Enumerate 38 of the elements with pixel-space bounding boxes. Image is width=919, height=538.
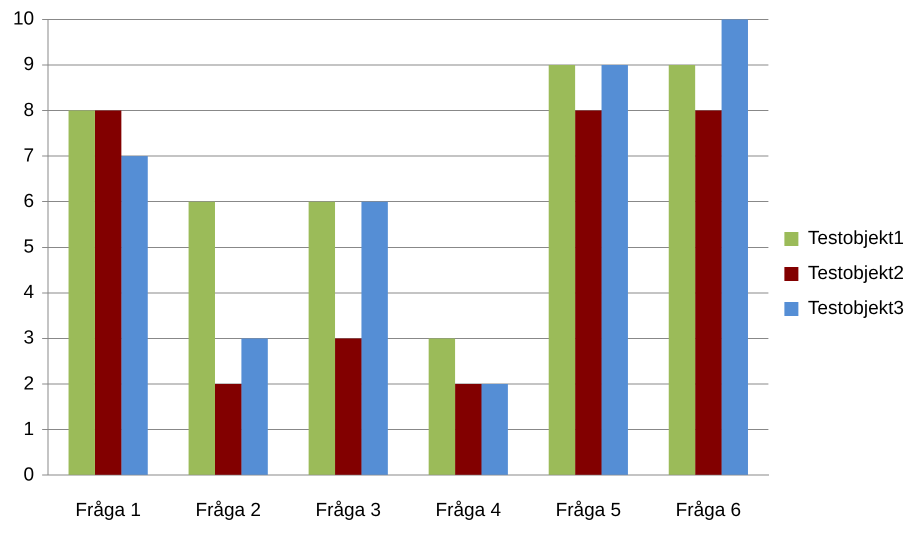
bar xyxy=(121,156,148,475)
bar xyxy=(481,384,508,475)
bar xyxy=(241,338,268,475)
y-tick-label: 2 xyxy=(24,373,34,394)
bar xyxy=(214,384,242,475)
x-tick-label: Fråga 4 xyxy=(436,500,502,521)
x-tick-label: Fråga 6 xyxy=(676,500,742,521)
y-tick-label: 10 xyxy=(12,8,34,30)
bar xyxy=(188,202,215,475)
y-tick-label: 8 xyxy=(24,100,34,121)
y-tick-label: 9 xyxy=(24,54,34,76)
legend-label: Testobjekt2 xyxy=(808,263,904,284)
bar xyxy=(602,64,628,475)
y-tick-label: 3 xyxy=(24,328,34,349)
y-tick-label: 0 xyxy=(24,464,34,486)
bar xyxy=(668,64,696,475)
bar xyxy=(94,110,122,475)
legend-label: Testobjekt3 xyxy=(808,298,904,320)
y-tick-label: 5 xyxy=(24,236,34,258)
bar xyxy=(722,19,748,475)
bar xyxy=(428,338,456,475)
bar xyxy=(455,384,482,475)
bar xyxy=(548,64,576,475)
y-tick-label: 4 xyxy=(24,282,35,304)
bar xyxy=(695,110,722,475)
bar xyxy=(575,110,602,475)
bar xyxy=(308,202,336,475)
bar xyxy=(68,110,95,475)
bar xyxy=(361,202,388,475)
x-tick-label: Fråga 5 xyxy=(556,500,622,521)
y-tick-label: 6 xyxy=(24,190,34,212)
y-tick-label: 1 xyxy=(24,418,34,440)
y-tick-label: 7 xyxy=(24,145,34,166)
x-tick-label: Fråga 2 xyxy=(195,500,261,521)
bar xyxy=(335,338,362,475)
x-tick-label: Fråga 1 xyxy=(75,500,141,521)
legend-label: Testobjekt1 xyxy=(808,228,904,250)
x-tick-label: Fråga 3 xyxy=(315,500,381,521)
